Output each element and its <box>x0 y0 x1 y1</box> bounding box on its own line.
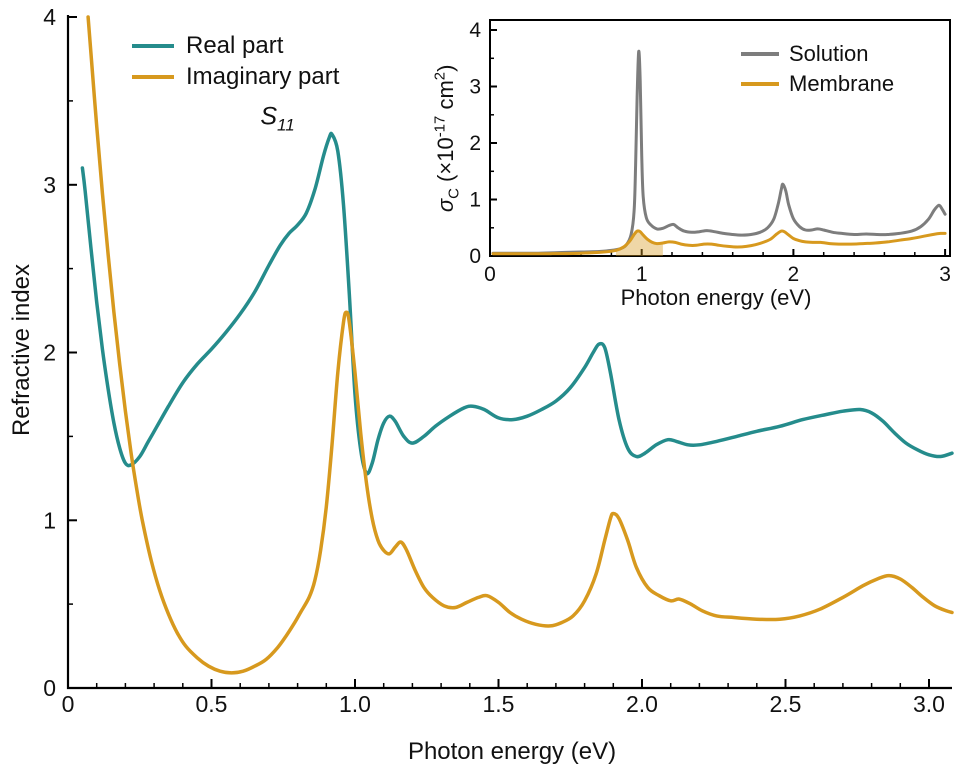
real-part-label: Real part <box>186 31 284 59</box>
solution-label: Solution <box>789 41 869 66</box>
main-y-tick-label: 1 <box>43 507 56 533</box>
legend-item-solution: Solution <box>741 39 894 69</box>
main-y-tick-label: 3 <box>43 172 56 198</box>
main-legend: Real part Imaginary part <box>132 30 339 92</box>
inset-plot: 0 1 2 3 0 1 2 3 4 <box>469 19 951 286</box>
main-x-tick-label: 3.0 <box>913 691 945 717</box>
inset-y-tick-label: 0 <box>469 245 481 268</box>
legend-item-real-part: Real part <box>132 30 339 61</box>
inset-y-axis-label: σC (×10-17 cm2) <box>431 64 463 213</box>
imaginary-part-swatch <box>132 74 174 79</box>
main-x-axis-label: Photon energy (eV) <box>407 738 617 765</box>
inset-frame <box>489 19 951 257</box>
exponent: -17 <box>431 115 449 138</box>
inset-legend: Solution Membrane <box>741 39 894 99</box>
main-y-tick-label: 2 <box>43 340 56 366</box>
solution-swatch <box>741 52 779 56</box>
inset-y-tick-label: 3 <box>469 76 481 99</box>
main-x-tick-label: 0.5 <box>196 691 228 717</box>
imaginary-part-label: Imaginary part <box>186 62 340 90</box>
inset-y-tick-label: 4 <box>469 19 481 42</box>
main-x-tick-label: 2.5 <box>770 691 802 717</box>
main-plot: 0 0.5 1.0 1.5 2.0 2.5 3.0 0 1 2 3 4 <box>43 4 954 717</box>
inset-x-tick-label: 3 <box>939 263 951 286</box>
main-axes <box>66 15 952 690</box>
real-part-curve <box>80 131 954 476</box>
inset-x-tick-label: 0 <box>484 263 496 286</box>
sigma-subscript: C <box>445 188 463 199</box>
main-y-tick-label: 4 <box>43 4 56 30</box>
main-x-tick-label: 2.0 <box>626 691 658 717</box>
main-x-tick-label: 0 <box>62 691 75 717</box>
real-part-swatch <box>132 43 174 48</box>
imaginary-part-curve <box>86 15 954 675</box>
membrane-label: Membrane <box>789 71 895 96</box>
main-y-axis-label: Refractive index <box>8 263 35 437</box>
unit-exponent: 2 <box>431 71 449 81</box>
main-y-tick-label: 0 <box>43 675 56 701</box>
inset-x-axis-label: Photon energy (eV) <box>620 285 812 310</box>
main-x-tick-label: 1.0 <box>339 691 371 717</box>
inset-x-tick-label: 1 <box>636 263 648 286</box>
membrane-swatch <box>741 82 779 86</box>
legend-item-imaginary-part: Imaginary part <box>132 61 339 92</box>
inset-y-tick-label: 2 <box>469 132 481 155</box>
inset-y-tick-label: 1 <box>469 189 481 212</box>
legend-item-membrane: Membrane <box>741 69 894 99</box>
s11-subscript: 11 <box>277 115 295 135</box>
membrane-fill-area <box>615 230 663 256</box>
sigma-symbol: σ <box>432 198 458 213</box>
main-x-tick-label: 1.5 <box>483 691 515 717</box>
membrane-curve <box>491 229 947 256</box>
s11-base: S <box>260 102 278 131</box>
inset-x-tick-label: 2 <box>788 263 800 286</box>
solution-curve <box>491 49 947 255</box>
s11-annotation: S11 <box>260 103 294 136</box>
